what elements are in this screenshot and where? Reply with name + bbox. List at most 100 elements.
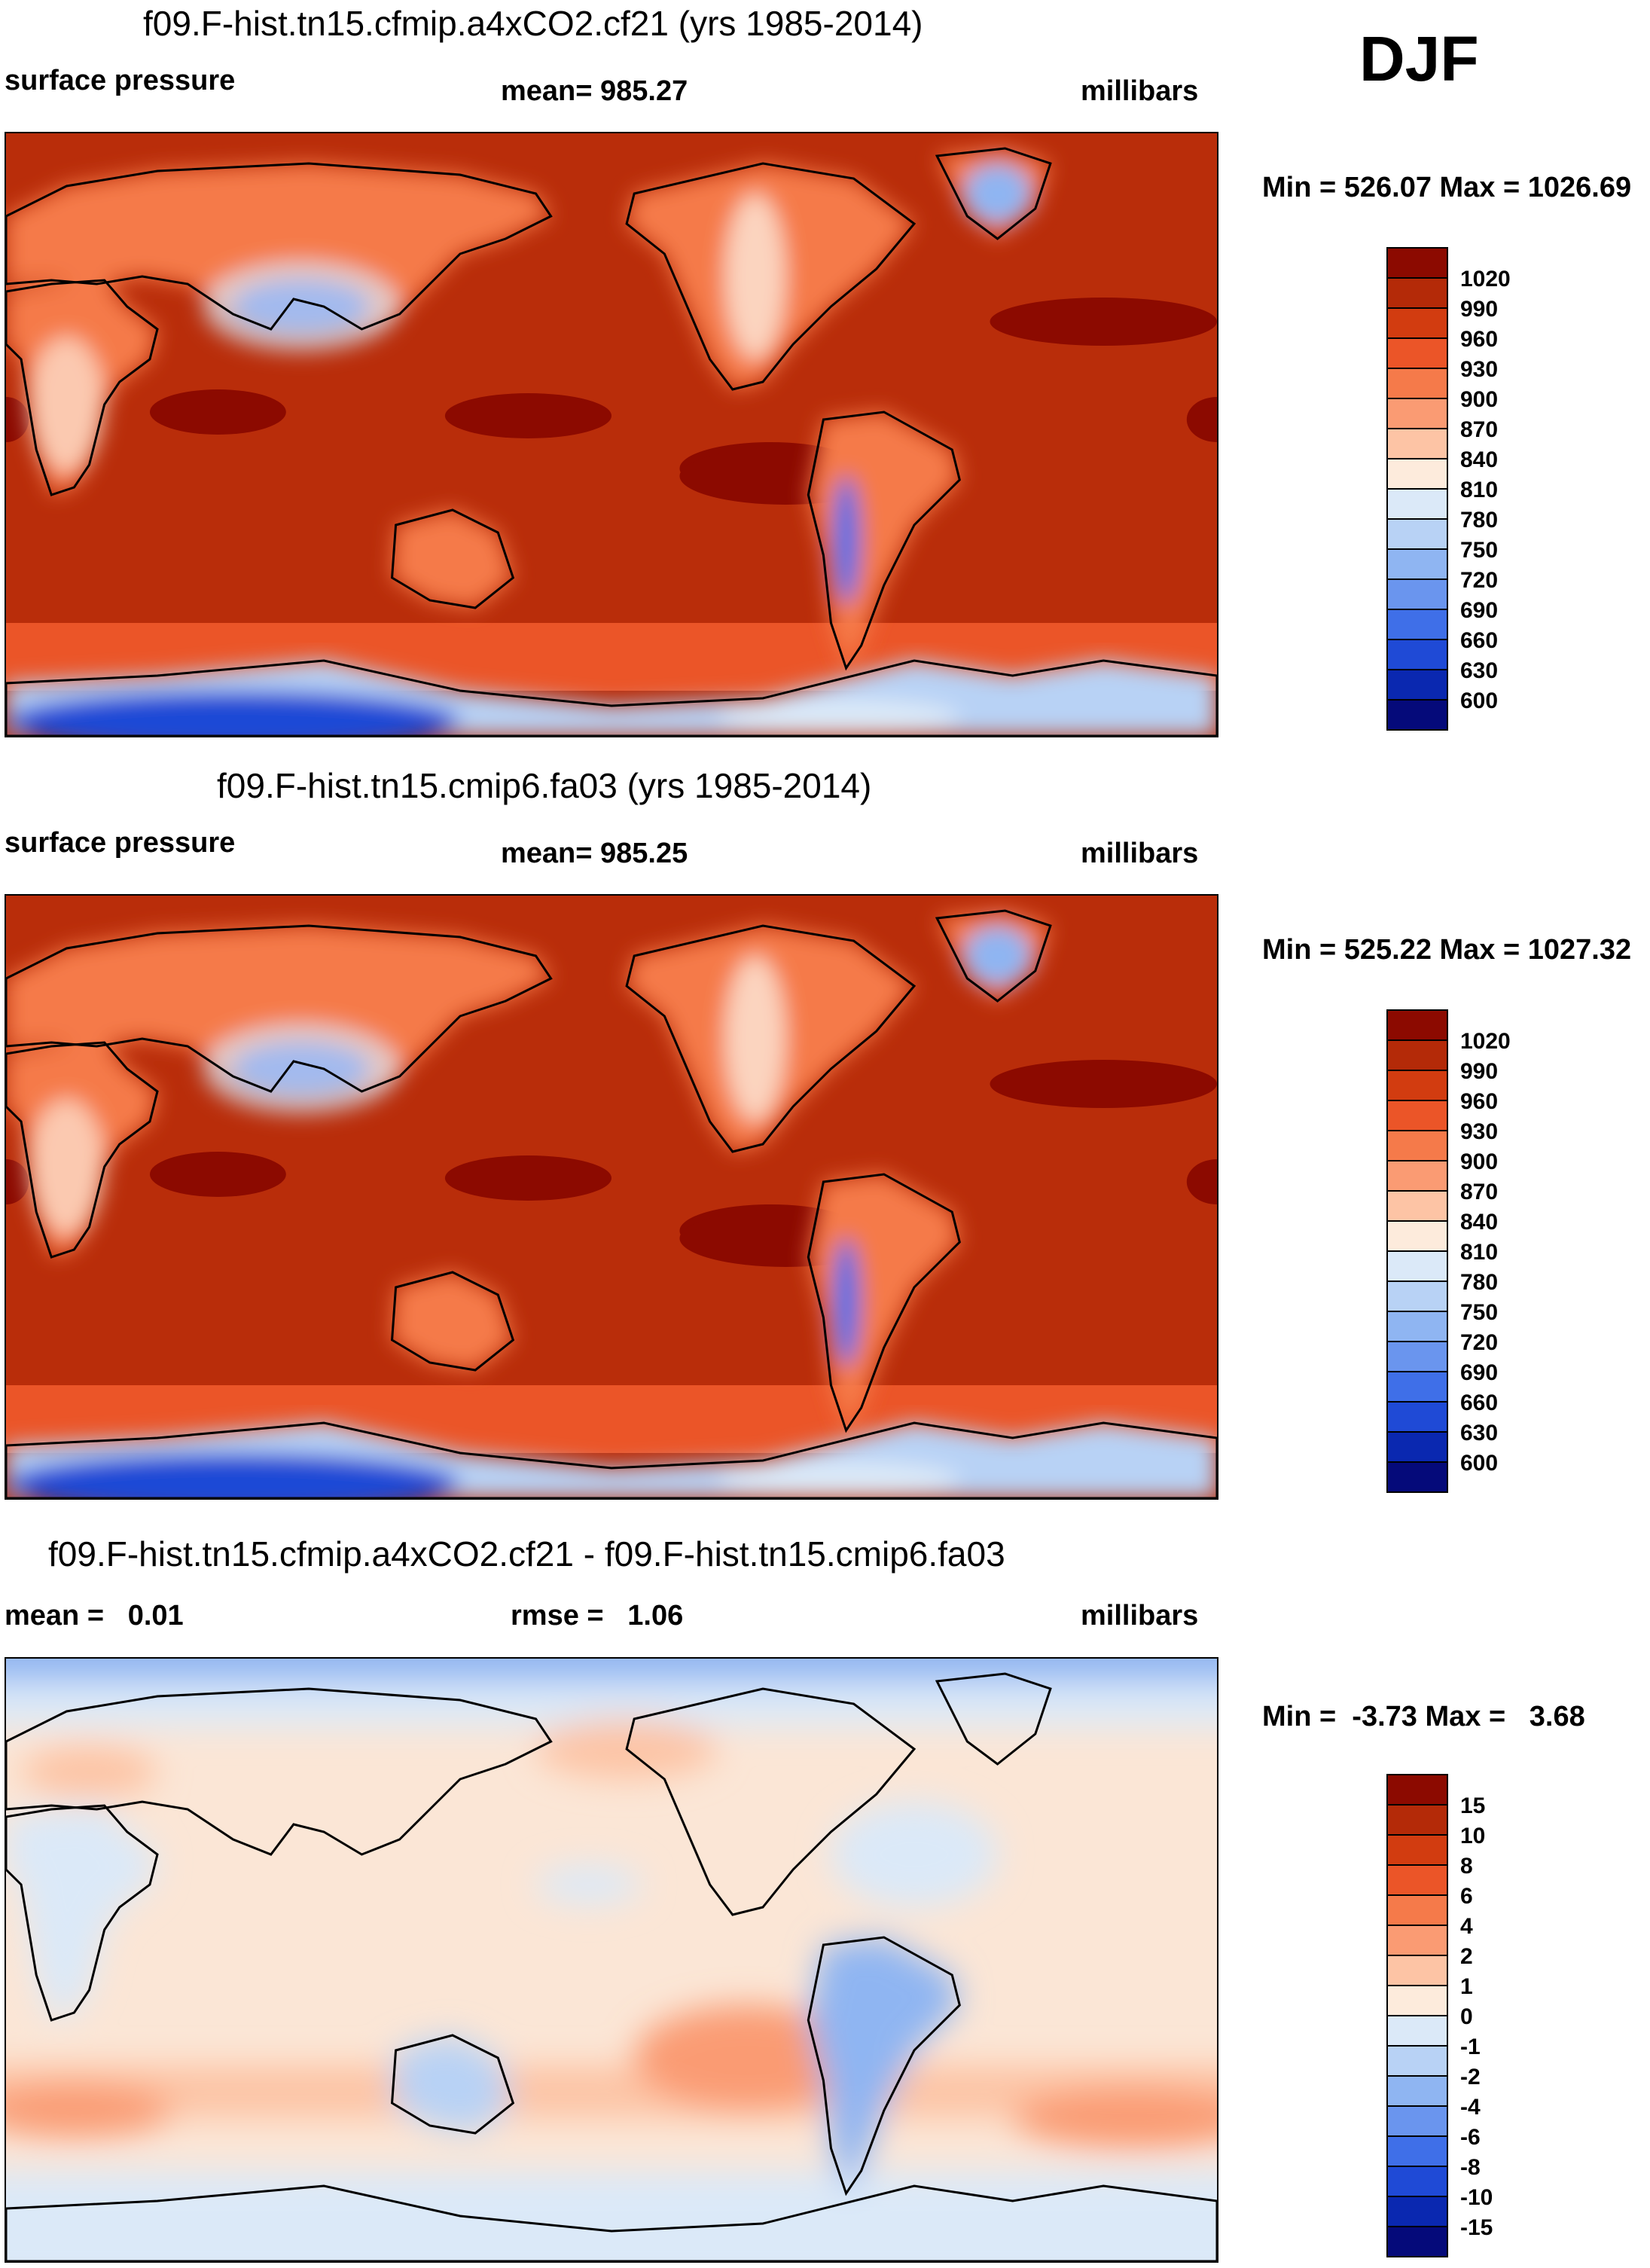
- panel-3-coastline-greenland: [935, 1672, 1052, 1766]
- panel-3-colorbar-label: 1: [1460, 1974, 1473, 1999]
- panel-2-colorbar: 1020 990 960 930 900 870 840 810 780 750 720 690 660…: [1386, 1009, 1537, 1493]
- panel-1-colorbar-label: 870: [1460, 417, 1498, 442]
- panel-1-high-pressure-cell: [1186, 397, 1217, 442]
- panel-1-coastline-antarctica: [6, 659, 1217, 736]
- panel-3-colorbar-box: [1386, 2166, 1448, 2197]
- panel-3-coastline-samerica: [807, 1936, 961, 2196]
- panel-1-colorbar-label: 720: [1460, 568, 1498, 593]
- panel-3-colorbar-label: -4: [1460, 2095, 1481, 2120]
- panel-2-colorbar-box: [1386, 1009, 1448, 1041]
- panel-1-colorbar-box: [1386, 578, 1448, 610]
- panel-1-high-pressure-cell: [990, 298, 1217, 346]
- panel-3-colorbar-label: -10: [1460, 2185, 1493, 2210]
- panel-1-mean-label: mean= 985.27: [501, 75, 688, 107]
- panel-1-colorbar-box: [1386, 458, 1448, 490]
- panel-3-colorbar-label: -8: [1460, 2155, 1481, 2180]
- panel-2-colorbar-label: 840: [1460, 1210, 1498, 1235]
- panel-2-minmax: Min = 525.22 Max = 1027.32: [1262, 934, 1632, 966]
- panel-2-colorbar-box: [1386, 1250, 1448, 1282]
- panel-2-coastline-antarctica: [6, 1421, 1217, 1498]
- panel-2-colorbar-box: [1386, 1220, 1448, 1252]
- panel-2-coastline-australia: [390, 1271, 515, 1372]
- panel-2-colorbar-box: [1386, 1190, 1448, 1222]
- panel-1-high-pressure-cell: [6, 397, 29, 442]
- panel-2-colorbar-svg: 1020 990 960 930 900 870 840 810 780 750 720 690 660…: [1386, 1009, 1511, 1493]
- panel-2-map: [5, 894, 1218, 1500]
- panel-1-colorbar-label: 690: [1460, 598, 1498, 623]
- panel-3-rmse-label: rmse = 1.06: [511, 1600, 684, 1632]
- panel-3-colorbar-label: -6: [1460, 2125, 1481, 2150]
- panel-1-colorbar-box: [1386, 398, 1448, 429]
- panel-2-high-pressure-cell: [1186, 1159, 1217, 1204]
- panel-1-coastline-namerica: [625, 162, 916, 391]
- panel-1-land-eurasia: [6, 163, 551, 329]
- panel-2-units-label: millibars: [1081, 838, 1199, 869]
- panel-1-colorbar-box: [1386, 428, 1448, 459]
- panel-2-colorbar-label: 660: [1460, 1390, 1498, 1415]
- panel-2-colorbar-box: [1386, 1371, 1448, 1403]
- panel-1-coastline-australia: [390, 508, 515, 609]
- panel-2-coastline-namerica: [625, 924, 916, 1153]
- panel-3-colorbar-box: [1386, 1925, 1448, 1956]
- panel-1-map: [5, 132, 1218, 737]
- panel-2-coastline-greenland: [935, 909, 1052, 1003]
- panel-1-colorbar-label: 960: [1460, 327, 1498, 352]
- panel-1-colorbar-box: [1386, 518, 1448, 550]
- panel-1-high-pressure-cell: [444, 393, 612, 438]
- panel-3-colorbar-box: [1386, 2045, 1448, 2077]
- panel-1-colorbar-box: [1386, 307, 1448, 339]
- panel-2-colorbar-label: 690: [1460, 1360, 1498, 1385]
- panel-3-coastline-namerica: [625, 1687, 916, 1916]
- panel-3-colorbar-box: [1386, 2135, 1448, 2167]
- panel-3-colorbar-label: -15: [1460, 2215, 1493, 2240]
- panel-3-colorbar-label: -1: [1460, 2034, 1481, 2059]
- panel-3-colorbar-label: 4: [1460, 1914, 1473, 1939]
- panel-2-coastline-samerica: [807, 1173, 961, 1433]
- panel-1-colorbar-box: [1386, 699, 1448, 731]
- panel-3-colorbar-box: [1386, 2105, 1448, 2137]
- panel-1-colorbar-box: [1386, 337, 1448, 369]
- panel-2-high-pressure-cell: [149, 1152, 286, 1197]
- panel-3-minmax: Min = -3.73 Max = 3.68: [1262, 1701, 1585, 1732]
- panel-3-colorbar-box: [1386, 2015, 1448, 2047]
- panel-3-colorbar-label: 0: [1460, 2004, 1473, 2029]
- panel-2-mean-label: mean= 985.25: [501, 838, 688, 869]
- panel-1-greenland-low: [963, 163, 1032, 224]
- panel-2-colorbar-label: 810: [1460, 1240, 1498, 1265]
- season-label: DJF: [1359, 23, 1479, 94]
- panel-1-units-label: millibars: [1081, 75, 1199, 107]
- panel-3-colorbar-label: 2: [1460, 1944, 1473, 1969]
- panel-2-colorbar-box: [1386, 1401, 1448, 1433]
- panel-3-colorbar-label: 10: [1460, 1824, 1485, 1848]
- panel-2-colorbar-box: [1386, 1341, 1448, 1372]
- panel-1-colorbar-label: 600: [1460, 688, 1498, 713]
- panel-1-colorbar-label: 900: [1460, 387, 1498, 412]
- panel-1-colorbar-label: 810: [1460, 478, 1498, 502]
- panel-2-colorbar-label: 600: [1460, 1451, 1498, 1476]
- panel-1-colorbar-label: 990: [1460, 297, 1498, 322]
- panel-1-coastline-eurasia: [6, 162, 553, 331]
- panel-3-map: [5, 1657, 1218, 2263]
- panel-3-colorbar-label: 15: [1460, 1793, 1485, 1818]
- panel-1-colorbar-label: 780: [1460, 508, 1498, 533]
- panel-1-colorbar-label: 660: [1460, 628, 1498, 653]
- panel-1-rockies-low: [724, 194, 786, 359]
- panel-2-greenland-low: [963, 926, 1032, 986]
- panel-3-mean-label: mean = 0.01: [5, 1600, 184, 1632]
- panel-1-coastline-africa: [6, 279, 159, 496]
- panel-1-colorbar-box: [1386, 639, 1448, 670]
- panel-3-colorbar-label: -2: [1460, 2065, 1481, 2089]
- panel-2-colorbar-label: 900: [1460, 1149, 1498, 1174]
- panel-3-colorbar-label: 8: [1460, 1854, 1473, 1879]
- panel-2-high-pressure-cell: [6, 1159, 29, 1204]
- panel-3-colorbar-box: [1386, 1864, 1448, 1896]
- panel-1-colorbar-box: [1386, 548, 1448, 580]
- panel-2-colorbar-box: [1386, 1461, 1448, 1493]
- panel-2-andes-low: [832, 1238, 860, 1366]
- panel-3-colorbar-box: [1386, 2196, 1448, 2227]
- panel-2-colorbar-label: 930: [1460, 1119, 1498, 1144]
- panel-2-title: f09.F-hist.tn15.cmip6.fa03 (yrs 1985-201…: [217, 766, 872, 805]
- panel-1-colorbar-box: [1386, 669, 1448, 701]
- panel-2-colorbar-box: [1386, 1281, 1448, 1312]
- panel-2-coastline-eurasia: [6, 924, 553, 1093]
